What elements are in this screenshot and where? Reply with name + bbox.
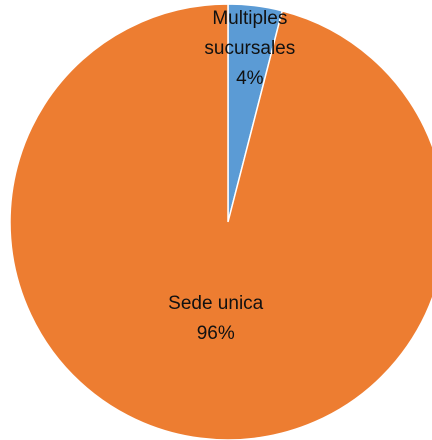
category-label: Multiples sucursales xyxy=(204,7,296,59)
slice-label: Multiples sucursales 4% xyxy=(190,4,310,94)
pie-slice xyxy=(9,3,432,440)
value-label: 4% xyxy=(236,67,264,89)
slice-label: Sede unica 96% xyxy=(156,289,276,349)
category-label: Sede unica xyxy=(168,293,264,315)
value-label: 96% xyxy=(196,323,235,345)
